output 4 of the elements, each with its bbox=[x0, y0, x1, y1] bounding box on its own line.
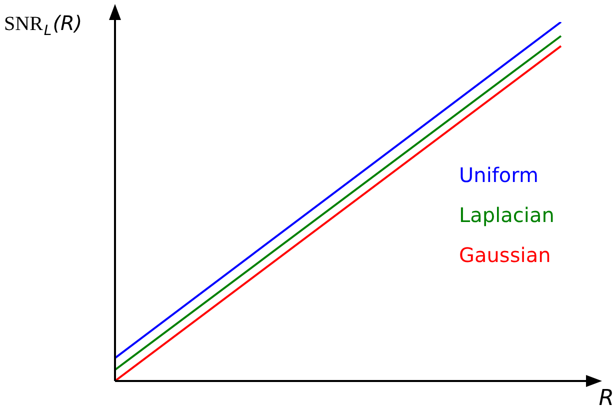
text: Gaussian bbox=[459, 243, 551, 267]
text: Uniform bbox=[459, 163, 539, 187]
x-axis-title: R bbox=[598, 386, 614, 407]
text: Laplacian bbox=[459, 203, 554, 227]
